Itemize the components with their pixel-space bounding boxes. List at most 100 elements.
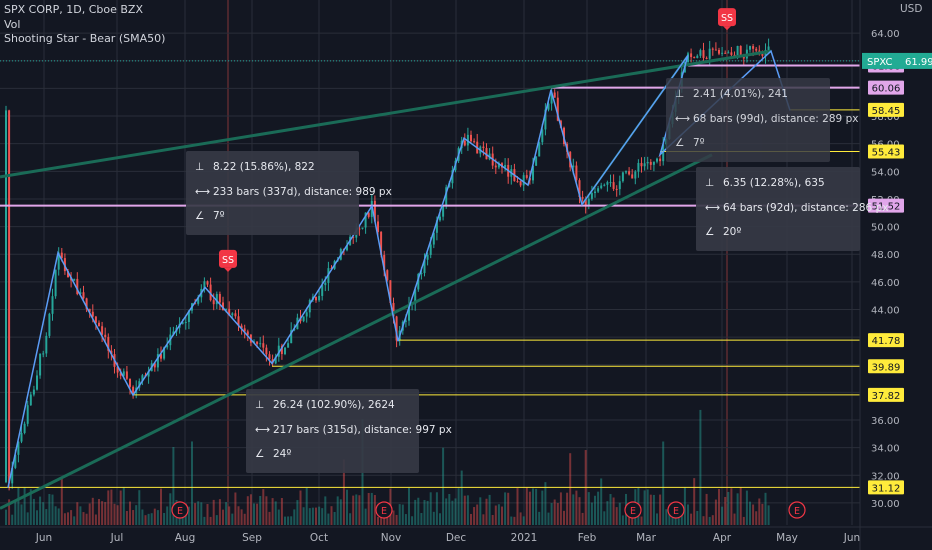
volume-bar bbox=[538, 511, 541, 525]
candle bbox=[94, 316, 97, 323]
volume-bar bbox=[8, 499, 11, 525]
y-tick-label: 30.00 bbox=[871, 499, 900, 510]
candle bbox=[603, 184, 606, 186]
candle bbox=[442, 206, 445, 217]
volume-bar bbox=[76, 502, 79, 525]
price-level-label: 39.89 bbox=[872, 362, 901, 373]
candle bbox=[485, 148, 488, 160]
volume-bar bbox=[26, 512, 29, 525]
volume-bar bbox=[197, 501, 200, 525]
volume-bar bbox=[736, 493, 739, 525]
volume-bar bbox=[222, 509, 224, 525]
earnings-marker[interactable] bbox=[375, 501, 393, 519]
measurement-box[interactable]: ⊥ 6.35 (12.28%), 635 ⟷ 64 bars (92d), dist… bbox=[696, 167, 888, 251]
price-level-label: 41.78 bbox=[872, 336, 901, 347]
pattern-date-line bbox=[726, 0, 728, 525]
volume-bar bbox=[646, 489, 649, 525]
volume-bar bbox=[156, 510, 159, 525]
x-tick-label: Jun bbox=[35, 532, 52, 544]
volume-bar bbox=[302, 507, 305, 525]
volume-bar bbox=[659, 494, 662, 525]
symbol-title[interactable]: SPX CORP, 1D, Cboe BZX bbox=[4, 3, 143, 16]
volume-bar bbox=[67, 512, 69, 525]
volume-indicator-label[interactable]: Vol bbox=[4, 17, 21, 31]
last-price-symbol: SPXC bbox=[867, 57, 893, 68]
candle bbox=[606, 182, 609, 185]
volume-bar bbox=[702, 516, 705, 525]
candle bbox=[625, 171, 627, 173]
volume-bar bbox=[668, 507, 671, 525]
shooting-star-marker[interactable] bbox=[718, 8, 736, 27]
volume-bar bbox=[231, 513, 234, 525]
volume-bar bbox=[23, 487, 26, 525]
candle bbox=[197, 297, 200, 304]
candle bbox=[141, 375, 144, 382]
volume-bar bbox=[212, 499, 215, 525]
trendline-upper[interactable] bbox=[0, 49, 772, 179]
earnings-marker[interactable] bbox=[624, 501, 642, 519]
candle bbox=[54, 269, 57, 297]
volume-bar bbox=[541, 490, 544, 525]
x-tick-label: Apr bbox=[713, 532, 732, 544]
volume-bar bbox=[104, 502, 107, 525]
volume-bar bbox=[721, 506, 724, 525]
volume-bar bbox=[54, 506, 57, 525]
measurement-box[interactable]: ⊥ 2.41 (4.01%), 241 ⟷ 68 bars (99d), dista… bbox=[666, 78, 858, 162]
volume-bar bbox=[439, 513, 441, 525]
earnings-marker[interactable] bbox=[667, 501, 685, 519]
candle bbox=[749, 46, 751, 50]
candle bbox=[116, 366, 119, 373]
volume-bar bbox=[448, 493, 451, 525]
measure-bar-count: 217 bars (315d), distance: 997 px bbox=[273, 424, 452, 436]
last-price-value: 61.99 bbox=[905, 57, 932, 68]
candle bbox=[597, 188, 600, 192]
x-tick-label: Nov bbox=[381, 532, 402, 544]
earnings-marker[interactable] bbox=[788, 501, 806, 519]
volume-bar bbox=[671, 516, 674, 525]
volume-bar bbox=[603, 511, 606, 525]
x-tick-label: May bbox=[776, 532, 798, 544]
candle bbox=[305, 312, 308, 317]
candle bbox=[389, 280, 392, 303]
measurement-box[interactable]: ⊥ 8.22 (15.86%), 822 ⟷ 233 bars (337d), di… bbox=[186, 151, 392, 235]
candle bbox=[662, 144, 665, 162]
volume-bar bbox=[479, 497, 482, 525]
price-range-icon: ⊥ bbox=[195, 161, 205, 173]
volume-bar bbox=[215, 515, 218, 525]
volume-bar bbox=[476, 504, 479, 525]
volume-bar bbox=[36, 510, 38, 525]
shooting-star-marker[interactable] bbox=[219, 249, 237, 268]
volume-bar bbox=[547, 512, 550, 525]
pattern-indicator-label[interactable]: Shooting Star - Bear (SMA50) bbox=[4, 32, 166, 45]
candle bbox=[324, 282, 327, 286]
candle bbox=[739, 45, 742, 57]
volume-bar bbox=[730, 488, 733, 525]
earnings-marker[interactable] bbox=[171, 501, 189, 519]
candle bbox=[473, 141, 476, 143]
volume-bar bbox=[501, 506, 503, 525]
volume-bar bbox=[404, 514, 407, 525]
candle bbox=[265, 347, 268, 355]
y-tick-label: 46.00 bbox=[871, 278, 900, 289]
volume-bar bbox=[262, 489, 265, 525]
candle bbox=[293, 329, 296, 331]
volume-bar bbox=[761, 503, 764, 525]
volume-bar bbox=[420, 512, 423, 525]
volume-bar bbox=[287, 516, 290, 525]
measurement-box[interactable]: ⊥ 26.24 (102.90%), 2624 ⟷ 217 bars (315d),… bbox=[246, 389, 452, 473]
price-level-label: 60.06 bbox=[872, 84, 901, 95]
candle bbox=[497, 163, 500, 168]
y-tick-label: 44.00 bbox=[871, 305, 900, 316]
volume-bar bbox=[342, 459, 345, 525]
volume-bar bbox=[147, 513, 150, 525]
volume-bar bbox=[615, 507, 618, 525]
volume-bar bbox=[11, 514, 14, 525]
trendline-lower[interactable] bbox=[0, 153, 713, 510]
volume-bar bbox=[225, 502, 228, 525]
candle bbox=[76, 278, 79, 295]
candle bbox=[110, 350, 113, 355]
volume-bar bbox=[513, 516, 516, 525]
candle bbox=[504, 164, 507, 168]
candle bbox=[426, 254, 429, 260]
